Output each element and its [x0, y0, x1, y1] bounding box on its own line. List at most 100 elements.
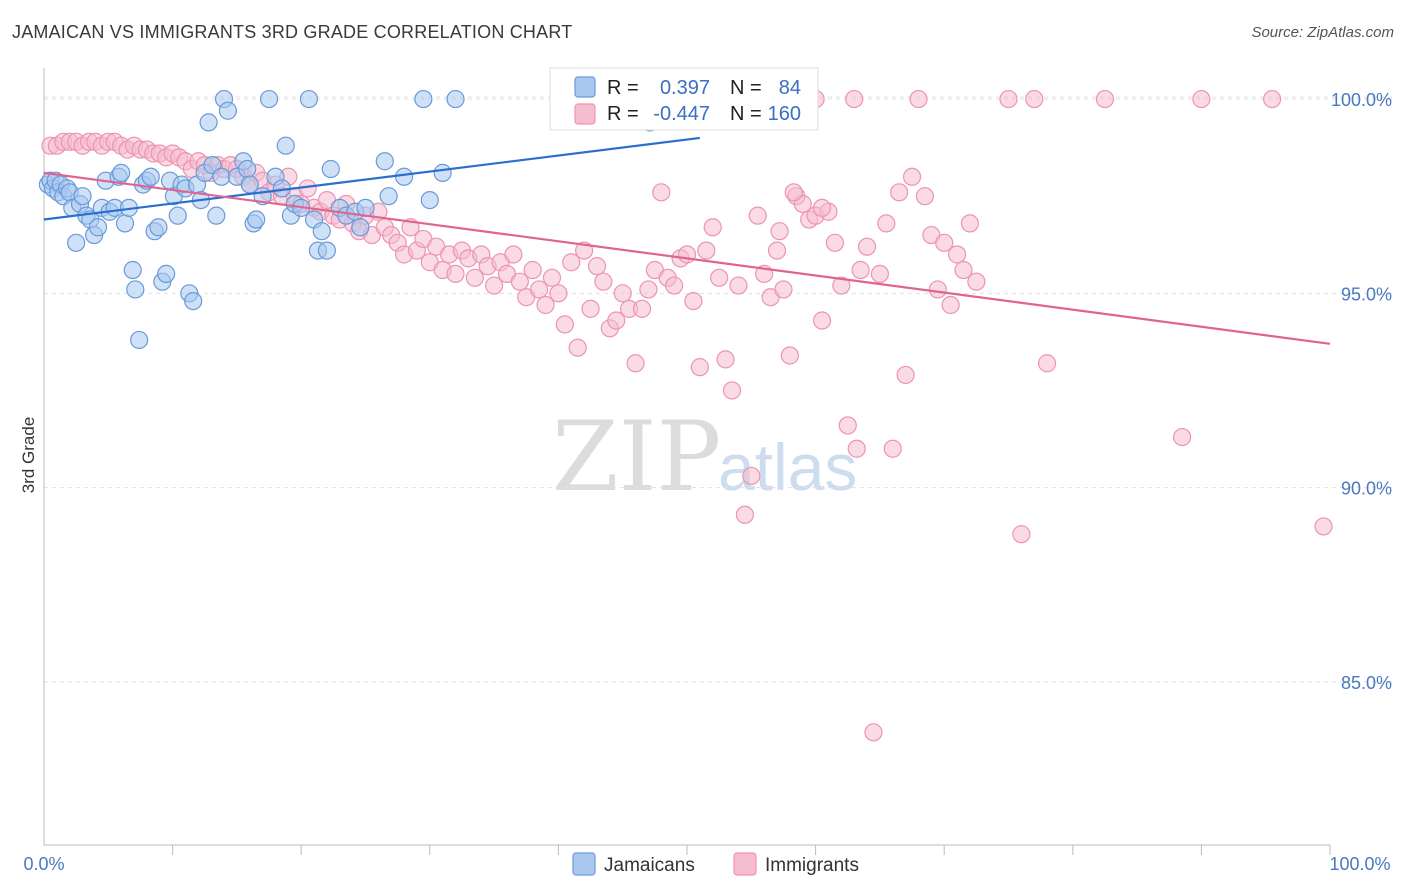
immigrants-point-91	[626, 354, 645, 373]
immigrants-point-120	[812, 311, 832, 330]
series-legend: Jamaicans Immigrants	[572, 852, 859, 876]
immigrants-point-134	[902, 167, 922, 186]
jamaicans-trend-line	[43, 136, 700, 221]
legend-r-label-jamaicans: R =	[607, 77, 639, 99]
immigrants-point-123	[832, 276, 851, 295]
jamaicans-point-76	[375, 152, 394, 171]
jamaicans-point-56	[247, 210, 266, 229]
y-tick-label-0: 100.0%	[1331, 90, 1392, 110]
immigrants-point-141	[947, 245, 967, 264]
immigrants-point-126	[851, 260, 870, 280]
immigrants-point-145	[999, 89, 1018, 109]
immigrants-trend-line	[43, 171, 1331, 345]
immigrants-point-69	[485, 276, 504, 295]
immigrants-point-128	[864, 723, 883, 742]
immigrants-point-79	[549, 284, 568, 303]
immigrants-point-131	[883, 439, 902, 458]
jamaicans-point-37	[168, 206, 187, 225]
jamaicans-point-82	[446, 89, 465, 109]
x-axis-ticks	[172, 845, 1331, 855]
immigrants-point-114	[774, 280, 793, 299]
immigrants-point-80	[555, 315, 574, 334]
jamaicans-point-30	[141, 167, 160, 186]
immigrants-point-132	[890, 183, 909, 202]
immigrants-point-109	[742, 466, 761, 486]
jamaicans-point-69	[317, 241, 337, 260]
jamaicans-point-61	[276, 136, 295, 155]
immigrants-point-147	[1025, 89, 1044, 109]
immigrants-point-130	[877, 214, 896, 233]
jamaicans-point-16	[88, 218, 108, 237]
jamaicans-point-22	[112, 163, 131, 182]
stats-legend: R = 0.397 N = 84 R = -0.447 N = 160	[549, 67, 819, 131]
immigrants-point-110	[748, 206, 767, 225]
jamaicans-point-74	[351, 218, 370, 237]
legend-r-value-immigrants: -0.447	[653, 103, 710, 125]
watermark-atlas: atlas	[718, 430, 857, 504]
y-tick-label-1: 95.0%	[1341, 284, 1392, 304]
immigrants-point-92	[632, 299, 652, 318]
immigrants-point-150	[1173, 427, 1192, 447]
series-legend-label-immigrants: Immigrants	[765, 855, 859, 876]
jamaicans-point-81	[433, 163, 452, 182]
series-legend-swatch-jamaicans	[572, 852, 596, 876]
immigrants-point-81	[562, 253, 581, 272]
immigrants-point-66	[465, 268, 484, 287]
immigrants-point-115	[780, 346, 799, 365]
immigrants-point-129	[870, 264, 890, 284]
legend-swatch-jamaicans	[574, 76, 596, 98]
immigrants-point-99	[677, 245, 697, 264]
jamaicans-point-70	[321, 159, 340, 179]
immigrants-point-93	[639, 280, 658, 299]
jamaicans-point-47	[207, 206, 226, 225]
immigrants-point-105	[716, 350, 735, 369]
series-legend-label-jamaicans: Jamaicans	[604, 855, 695, 876]
jamaicans-point-10	[67, 233, 86, 252]
jamaicans-point-45	[199, 113, 218, 132]
jamaicans-point-26	[126, 280, 145, 299]
immigrants-point-97	[665, 276, 684, 295]
immigrants-point-139	[935, 233, 954, 252]
jamaicans-point-77	[379, 187, 398, 206]
x-tick-label-start: 0.0%	[23, 854, 64, 874]
immigrants-point-77	[536, 295, 555, 315]
immigrants-point-138	[928, 280, 947, 299]
jamaicans-point-50	[218, 101, 237, 120]
immigrants-point-95	[652, 183, 671, 202]
immigrants-point-140	[941, 295, 960, 315]
immigrants-point-143	[960, 214, 980, 233]
immigrants-point-152	[1263, 89, 1282, 109]
immigrants-point-82	[568, 338, 587, 357]
legend-swatch-immigrants	[574, 103, 596, 125]
immigrants-point-153	[1314, 517, 1333, 536]
jamaicans-point-25	[123, 260, 142, 280]
immigrants-point-136	[915, 187, 935, 206]
immigrants-point-148	[1037, 354, 1057, 373]
immigrants-point-107	[729, 276, 748, 295]
legend-r-label-immigrants: R =	[607, 103, 639, 125]
immigrants-point-151	[1192, 89, 1211, 109]
immigrants-point-104	[710, 268, 729, 287]
legend-r-value-jamaicans: 0.397	[660, 77, 710, 99]
immigrants-point-86	[594, 272, 613, 291]
immigrants-point-122	[825, 233, 844, 252]
y-axis-tick-labels: 100.0% 95.0% 90.0% 85.0%	[1331, 90, 1392, 693]
jamaicans-point-12	[73, 187, 92, 206]
y-tick-label-2: 90.0%	[1341, 479, 1392, 499]
jamaicans-point-27	[130, 330, 149, 350]
legend-n-label-immigrants: N =	[730, 103, 762, 125]
y-tick-label-3: 85.0%	[1341, 673, 1392, 693]
watermark-zip: ZIP	[552, 401, 721, 513]
immigrants-point-85	[587, 257, 607, 276]
immigrants-point-127	[857, 237, 877, 256]
jamaicans-points	[38, 89, 659, 350]
jamaicans-point-41	[184, 292, 203, 311]
legend-n-value-jamaicans: 84	[779, 77, 801, 99]
immigrants-point-133	[896, 365, 915, 385]
immigrants-point-88	[607, 311, 626, 330]
immigrants-point-144	[967, 272, 986, 291]
immigrants-point-101	[690, 358, 709, 377]
jamaicans-point-58	[259, 89, 279, 109]
jamaicans-point-68	[312, 222, 331, 241]
immigrants-point-78	[542, 268, 562, 287]
